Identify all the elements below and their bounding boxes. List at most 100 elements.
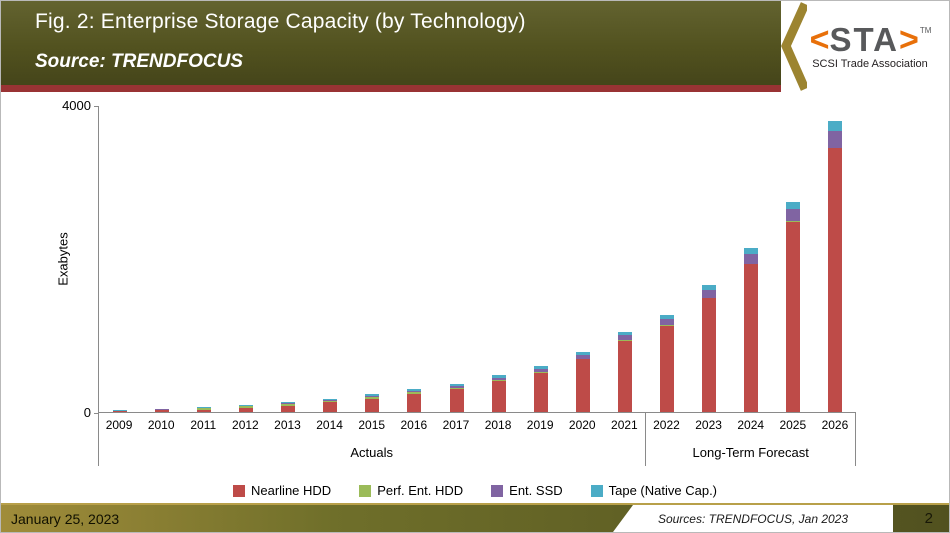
- legend-item: Nearline HDD: [232, 483, 331, 498]
- bar-segment: [239, 407, 254, 412]
- legend-swatch-icon: [590, 484, 603, 497]
- bar-segment: [828, 121, 843, 132]
- bar-segment: [239, 406, 254, 408]
- bar-segment: [407, 393, 422, 412]
- bar-slot-2012: [225, 106, 267, 412]
- group-label: Actuals: [350, 445, 394, 460]
- stacked-bar-2020: [575, 351, 590, 412]
- bar-slot-2015: [351, 106, 393, 412]
- stacked-bar-2016: [407, 389, 422, 412]
- bar-segment: [323, 398, 338, 401]
- x-tick-label-2013: 2013: [274, 418, 301, 432]
- bar-segment: [533, 366, 548, 369]
- bar-segment: [407, 389, 422, 392]
- stacked-bar-2015: [365, 394, 380, 412]
- bar-segment: [533, 371, 548, 373]
- logo-edge-chevron-icon: [781, 2, 807, 91]
- bar-slot-2025: [772, 106, 814, 412]
- bar-segment: [323, 402, 338, 412]
- bar-segment: [239, 404, 254, 407]
- bar-segment: [786, 209, 801, 222]
- legend-item: Perf. Ent. HDD: [359, 483, 463, 498]
- bar-segment: [407, 391, 422, 393]
- stacked-bar-2025: [786, 201, 801, 412]
- bar-segment: [491, 380, 506, 382]
- bar-segment: [365, 396, 380, 398]
- axis-group-separator: [644, 413, 646, 466]
- bar-segment: [365, 397, 380, 399]
- bar-segment: [617, 331, 632, 336]
- legend-swatch-icon: [359, 484, 372, 497]
- stacked-bar-2018: [491, 375, 506, 412]
- bar-slot-2018: [478, 106, 520, 412]
- bar-segment: [575, 359, 590, 412]
- bar-slot-2024: [730, 106, 772, 412]
- bar-segment: [659, 325, 674, 412]
- x-tick-label-2009: 2009: [105, 418, 133, 432]
- legend-swatch-icon: [491, 484, 504, 497]
- y-tick-mark-bottom: [94, 413, 98, 414]
- plot-area: [98, 106, 856, 413]
- x-tick-label-2017: 2017: [442, 418, 470, 432]
- bar-slot-2019: [520, 106, 562, 412]
- logo-wordmark: < STA > TM: [810, 21, 932, 58]
- logo-subtitle: SCSI Trade Association: [812, 58, 928, 70]
- x-tick-label-2024: 2024: [737, 418, 765, 432]
- bar-segment: [786, 201, 801, 210]
- y-axis-title: Exabytes: [55, 232, 71, 286]
- bar-segment: [197, 407, 212, 409]
- bar-segment: [617, 335, 632, 341]
- logo-text: STA: [829, 21, 899, 58]
- bar-slot-2010: [141, 106, 183, 412]
- bar-segment: [155, 409, 170, 411]
- bar-segment: [365, 394, 380, 397]
- stacked-bar-2019: [533, 366, 548, 412]
- group-labels: Actuals Long-Term Forecast: [98, 445, 856, 460]
- bar-slot-2009: [99, 106, 141, 412]
- bar-segment: [113, 411, 128, 412]
- bar-segment: [575, 354, 590, 359]
- bar-slot-2013: [267, 106, 309, 412]
- bar-segment: [659, 314, 674, 319]
- bar-segment: [701, 285, 716, 291]
- x-tick-label-2019: 2019: [526, 418, 554, 432]
- bar-segment: [533, 372, 548, 412]
- x-tick-label-2012: 2012: [232, 418, 259, 432]
- stacked-bar-2024: [743, 248, 758, 412]
- x-axis-labels: 2009 2010 2011 2012 2013 2014 2015 2016 2017 2018…: [98, 418, 856, 432]
- bar-segment: [659, 319, 674, 326]
- x-tick-label-2021: 2021: [611, 418, 638, 432]
- bar-segment: [743, 254, 758, 264]
- legend-label: Tape (Native Cap.): [608, 483, 718, 498]
- bar-segment: [365, 398, 380, 412]
- bar-segment: [155, 410, 170, 412]
- bar-segment: [323, 400, 338, 403]
- x-tick-label-2014: 2014: [316, 418, 343, 432]
- bar-segment: [281, 403, 296, 404]
- bar-slot-2016: [393, 106, 435, 412]
- bar-segment: [323, 400, 338, 401]
- bar-segment: [701, 290, 716, 298]
- bar-segment: [743, 264, 758, 412]
- group-label: Long-Term Forecast: [692, 445, 809, 460]
- x-tick-label-2016: 2016: [400, 418, 428, 432]
- bar-segment: [491, 381, 506, 412]
- bar-segment: [449, 388, 464, 412]
- footer-date: January 25, 2023: [11, 511, 120, 527]
- x-tick-label-2018: 2018: [484, 418, 512, 432]
- y-tick-zero: 0: [83, 405, 91, 420]
- bar-segment: [828, 148, 843, 412]
- x-tick-label-2022: 2022: [653, 418, 680, 432]
- legend: Nearline HDD Perf. Ent. HDD Ent. SSD Tape (…: [1, 483, 949, 498]
- bar-slot-2017: [436, 106, 478, 412]
- x-tick-label-2015: 2015: [358, 418, 386, 432]
- bar-segment: [281, 405, 296, 412]
- stacked-bar-2017: [449, 383, 464, 412]
- bar-segment: [617, 340, 632, 412]
- bar-segment: [407, 392, 422, 394]
- bar-segment: [449, 385, 464, 388]
- bar-segment: [617, 340, 632, 341]
- bar-slot-2022: [646, 106, 688, 412]
- x-tick-label-2010: 2010: [147, 418, 175, 432]
- x-tick-label-2011: 2011: [190, 418, 217, 432]
